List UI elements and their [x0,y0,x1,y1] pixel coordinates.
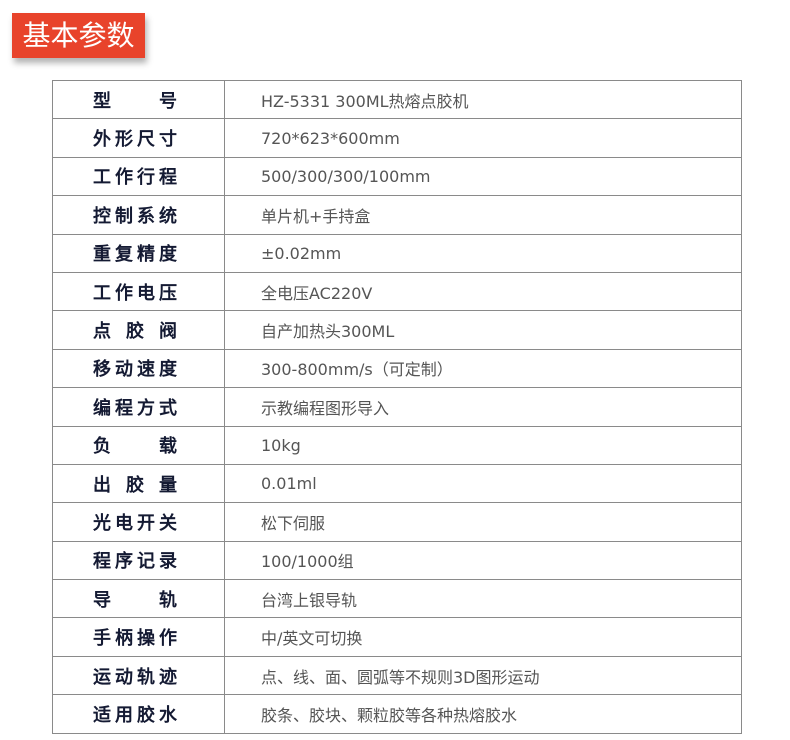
spec-value: 500/300/300/100mm [224,156,742,197]
spec-label-cell: 导 轨 [52,579,225,619]
spec-value: 松下伺服 [224,502,742,542]
spec-value: 单片机+手持盒 [224,195,742,235]
spec-row: 型 号 HZ-5331 300ML热熔点胶机 [52,79,742,120]
spec-row: 出 胶 量 0.01ml [52,463,742,504]
spec-value: 自产加热头300ML [224,310,742,350]
spec-label-cell: 适用胶水 [52,694,225,734]
spec-label-cell: 重复精度 [52,233,225,273]
spec-label-cell: 手柄操作 [52,617,225,657]
spec-row: 工作行程 500/300/300/100mm [52,156,742,197]
spec-label: 程序记录 [93,551,177,573]
spec-value: 全电压AC220V [224,271,742,312]
spec-row: 外形尺寸 720*623*600mm [52,118,742,158]
spec-value: 点、线、面、圆弧等不规则3D图形运动 [224,655,742,696]
spec-row: 负 载 10kg [52,425,742,465]
spec-label-cell: 移动速度 [52,348,225,389]
spec-row: 工作电压 全电压AC220V [52,271,742,312]
spec-label: 负 载 [93,436,177,458]
spec-label-cell: 程序记录 [52,540,225,581]
spec-label-cell: 编程方式 [52,387,225,427]
spec-value: ±0.02mm [224,233,742,273]
spec-value: 10kg [224,425,742,465]
spec-value: 台湾上银导轨 [224,579,742,619]
spec-table: 型 号 HZ-5331 300ML热熔点胶机 外形尺寸 720*623*600mm 工作… [52,79,742,734]
spec-row: 编程方式 示教编程图形导入 [52,387,742,427]
spec-value: 中/英文可切换 [224,617,742,657]
spec-row: 移动速度 300-800mm/s（可定制） [52,348,742,389]
spec-label-cell: 出 胶 量 [52,463,225,504]
spec-label: 重复精度 [93,244,177,266]
spec-row: 控制系统 单片机+手持盒 [52,195,742,235]
spec-label: 手柄操作 [93,628,177,650]
spec-row: 手柄操作 中/英文可切换 [52,617,742,657]
spec-label-cell: 运动轨迹 [52,655,225,696]
spec-row: 重复精度 ±0.02mm [52,233,742,273]
spec-label: 适用胶水 [93,704,177,726]
spec-label: 工作行程 [93,167,177,189]
spec-value: HZ-5331 300ML热熔点胶机 [224,79,742,120]
spec-label-cell: 点 胶 阀 [52,310,225,350]
spec-label-cell: 控制系统 [52,195,225,235]
spec-label-cell: 工作电压 [52,271,225,312]
spec-label: 光电开关 [93,512,177,534]
spec-label: 点 胶 阀 [93,321,177,343]
spec-row: 运动轨迹 点、线、面、圆弧等不规则3D图形运动 [52,655,742,696]
spec-value: 胶条、胶块、颗粒胶等各种热熔胶水 [224,694,742,734]
section-title-badge: 基本参数 [12,13,145,58]
spec-label: 外形尺寸 [93,129,177,151]
spec-label-cell: 光电开关 [52,502,225,542]
spec-row: 适用胶水 胶条、胶块、颗粒胶等各种热熔胶水 [52,694,742,734]
spec-label-cell: 型 号 [52,79,225,120]
spec-label: 型 号 [93,90,177,112]
spec-value: 示教编程图形导入 [224,387,742,427]
spec-value: 720*623*600mm [224,118,742,158]
spec-label-cell: 工作行程 [52,156,225,197]
spec-value: 300-800mm/s（可定制） [224,348,742,389]
spec-label-cell: 负 载 [52,425,225,465]
spec-label: 导 轨 [93,589,177,611]
spec-label: 出 胶 量 [93,474,177,496]
spec-label-cell: 外形尺寸 [52,118,225,158]
spec-label: 运动轨迹 [93,666,177,688]
spec-label: 控制系统 [93,205,177,227]
spec-row: 导 轨 台湾上银导轨 [52,579,742,619]
spec-value: 0.01ml [224,463,742,504]
spec-row: 光电开关 松下伺服 [52,502,742,542]
spec-label: 移动速度 [93,359,177,381]
spec-value: 100/1000组 [224,540,742,581]
spec-label: 工作电压 [93,282,177,304]
spec-row: 程序记录 100/1000组 [52,540,742,581]
spec-row: 点 胶 阀 自产加热头300ML [52,310,742,350]
spec-label: 编程方式 [93,397,177,419]
